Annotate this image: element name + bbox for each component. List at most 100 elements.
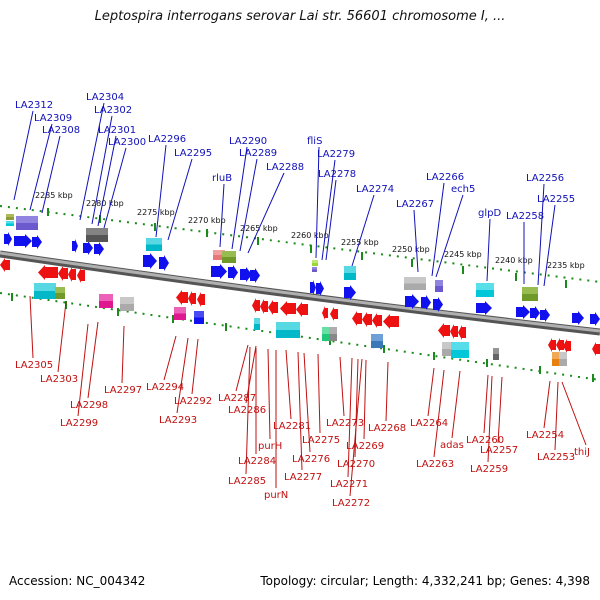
forward-gene-arrow [476, 301, 492, 315]
bottom-gene-leader [354, 358, 359, 458]
bottom-gene-label: LA2299 [60, 418, 98, 429]
top-gene-label: LA2312 [15, 100, 53, 111]
forward-gene-arrow [83, 241, 93, 255]
top-gene-label: LA2295 [174, 148, 212, 159]
gene-box-shade [213, 250, 225, 255]
top-gene-label: LA2304 [86, 92, 124, 103]
gene-box-shade [6, 221, 14, 224]
gene-box-shade [174, 307, 186, 314]
reverse-gene-arrow [38, 265, 58, 280]
reverse-gene-arrow [450, 324, 458, 339]
forward-gene-arrow [143, 253, 157, 269]
reverse-gene-arrow [352, 311, 362, 326]
bottom-gene-leader [433, 369, 445, 458]
bottom-gene-label: LA2271 [330, 479, 368, 490]
bottom-gene-label: LA2264 [410, 418, 448, 429]
bottom-gene-leader [561, 381, 587, 446]
bottom-gene-label: LA2277 [284, 472, 322, 483]
kbp-label: 2285 kbp [35, 191, 73, 200]
top-gene-label: LA2300 [108, 137, 146, 148]
map-title: Leptospira interrogans serovar Lai str. … [94, 9, 506, 24]
forward-gene-arrow [540, 308, 550, 322]
bottom-gene-leader [285, 349, 292, 420]
top-gene-leader [325, 179, 337, 261]
kbp-label: 2270 kbp [188, 216, 226, 225]
bottom-gene-leader [349, 358, 363, 497]
bottom-gene-leader [317, 353, 321, 434]
top-gene-leader [543, 204, 556, 287]
kbp-label: 2240 kbp [495, 256, 533, 265]
top-gene-label: LA2256 [526, 173, 564, 184]
reverse-gene-arrow [296, 302, 308, 317]
bottom-gene-label: LA2305 [15, 360, 53, 371]
top-gene-label: rluB [212, 173, 232, 184]
reverse-gene-arrow [252, 298, 260, 313]
bottom-gene-label: LA2269 [346, 441, 384, 452]
kbp-label: 2245 kbp [444, 250, 482, 259]
forward-gene-arrow [516, 305, 530, 319]
forward-gene-arrow [250, 268, 260, 283]
top-gene-label: LA2258 [506, 211, 544, 222]
reverse-gene-arrow [548, 338, 556, 352]
bottom-gene-leader [235, 344, 249, 392]
top-gene-leader [155, 144, 167, 238]
bottom-gene-label: LA2273 [326, 418, 364, 429]
top-gene-label: LA2255 [537, 194, 575, 205]
top-gene-label: LA2278 [318, 169, 356, 180]
reverse-gene-arrow [563, 339, 571, 353]
top-gene-leader [231, 146, 248, 250]
bottom-gene-label: LA2253 [537, 452, 575, 463]
forward-gene-arrow [310, 280, 316, 295]
forward-gene-arrow [405, 294, 419, 309]
reverse-gene-arrow [268, 300, 278, 315]
reverse-gene-arrow [322, 306, 328, 320]
top-gene-label: fliS [307, 136, 322, 147]
bottom-gene-leader [267, 348, 271, 440]
chromosome-backbone-highlight [0, 251, 600, 333]
gene-box-shade [435, 280, 443, 286]
top-gene-label: LA2302 [94, 105, 132, 116]
reverse-gene-arrow [188, 291, 196, 306]
gene-box-shade [559, 352, 567, 359]
gene-box-shade [86, 228, 108, 235]
bottom-gene-leader [121, 325, 125, 384]
bottom-gene-leader [487, 375, 493, 463]
forward-gene-arrow [344, 285, 356, 300]
bottom-gene-label: LA2287 [218, 393, 256, 404]
forward-gene-arrow [530, 306, 540, 320]
bottom-gene-label: LA2270 [337, 459, 375, 470]
bottom-gene-leader [77, 323, 89, 417]
bottom-gene-leader [451, 370, 461, 439]
gene-box-shade [276, 322, 300, 330]
reverse-gene-arrow [556, 338, 564, 352]
bottom-gene-label: purH [258, 441, 282, 452]
bottom-gene-leader [303, 352, 311, 453]
top-gene-leader [435, 194, 464, 278]
bottom-gene-leader [245, 345, 257, 404]
gene-box-shade [371, 334, 383, 341]
bottom-gene-label: LA2286 [228, 405, 266, 416]
bottom-gene-label: LA2298 [70, 400, 108, 411]
top-gene-leader [41, 135, 61, 214]
bottom-gene-label: LA2260 [466, 435, 504, 446]
gene-box-shade [322, 327, 330, 334]
gene-box-shade [120, 297, 134, 304]
bottom-gene-label: LA2257 [480, 445, 518, 456]
bottom-gene-label: LA2276 [292, 454, 330, 465]
bottom-gene-leader [87, 321, 99, 399]
top-gene-leader [247, 172, 285, 254]
reverse-gene-arrow [362, 312, 372, 327]
top-gene-label: LA2309 [34, 113, 72, 124]
top-gene-leader [29, 123, 53, 211]
bottom-gene-label: LA2281 [273, 421, 311, 432]
gene-box-shade [442, 342, 454, 349]
reverse-gene-arrow [592, 342, 600, 356]
top-gene-leader [97, 135, 117, 227]
forward-gene-arrow [211, 264, 227, 279]
bottom-gene-leader [385, 361, 389, 422]
gene-box-shade [451, 342, 469, 350]
top-gene-label: LA2308 [42, 125, 80, 136]
top-gene-leader [103, 147, 127, 229]
bottom-gene-label: LA2292 [174, 396, 212, 407]
